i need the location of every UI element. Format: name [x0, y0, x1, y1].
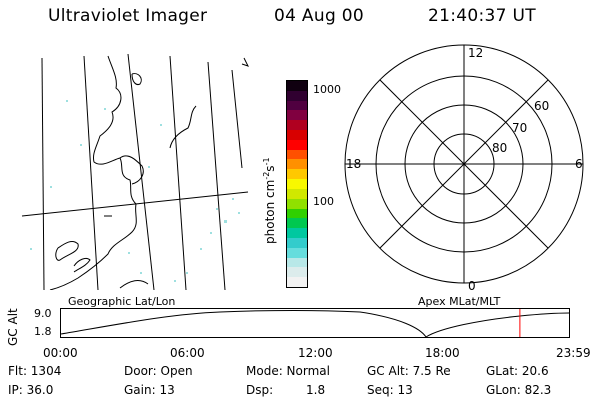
colorbar-segment [287, 120, 307, 130]
lat-label-60: 60 [534, 99, 549, 113]
timeline-xtick: 12:00 [298, 346, 333, 360]
color-scale-bar [286, 80, 308, 288]
longitude-line [83, 55, 99, 290]
timeline-xtick: 18:00 [425, 346, 460, 360]
longitude-line [169, 55, 187, 290]
coastline [119, 155, 144, 185]
colorbar-segment [287, 237, 307, 248]
longitude-line [231, 69, 243, 169]
colorbar-label-exp1: -2 [262, 171, 271, 180]
colorbar-label: photon cm-2s-1 [262, 157, 277, 244]
flight-number: Flt: 1304 [8, 364, 62, 378]
colorbar-segment [287, 149, 307, 160]
dsp-value: 1.8 [306, 383, 326, 397]
instrument-title: Ultraviolet Imager [48, 6, 208, 26]
apex-panel-label: Apex MLat/MLT [418, 295, 501, 308]
mlt-label-0: 0 [468, 279, 476, 292]
time-label: 21:40:37 UT [428, 6, 536, 26]
colorbar-segment [287, 247, 307, 258]
coastline [55, 241, 79, 261]
timeline-ylabel: GC Alt [6, 308, 20, 346]
colorbar-label-sec: s [263, 165, 277, 172]
colorbar-segment [287, 267, 307, 278]
timeline-frame [60, 308, 570, 338]
colorbar-label-unit: photon cm [263, 179, 277, 244]
colorbar-tick-100: 100 [313, 195, 334, 208]
timeline-y-top: 9.0 [34, 307, 52, 320]
geographic-panel-label: Geographic Lat/Lon [68, 295, 176, 308]
timeline-xtick: 06:00 [170, 346, 205, 360]
gc-altitude: GC Alt: 7.5 Re [367, 364, 451, 378]
colorbar-tick-1000: 1000 [313, 83, 341, 96]
colorbar-segment [287, 277, 307, 287]
colorbar-segment [287, 159, 307, 170]
dsp-label: Dsp: [246, 383, 274, 397]
aurora-specks [30, 100, 240, 282]
date-label: 04 Aug 00 [274, 6, 364, 26]
coastline [131, 73, 142, 85]
gain-value: Gain: 13 [124, 383, 175, 397]
latitude-line [21, 191, 249, 217]
colorbar-segment [287, 169, 307, 180]
lat-label-70: 70 [512, 121, 527, 135]
coastline [119, 280, 149, 289]
geographic-map [21, 53, 249, 290]
colorbar-segment [287, 90, 307, 101]
longitude-line [41, 57, 45, 290]
timeline-xtick: 23:59 [556, 346, 591, 360]
ip-value: IP: 36.0 [8, 383, 54, 397]
mlt-label-18: 18 [346, 157, 361, 171]
polar-meridian [379, 79, 549, 249]
mode-value: Mode: Normal [246, 364, 330, 378]
lat-label-80: 80 [492, 141, 507, 155]
colorbar-segment [287, 208, 307, 219]
colorbar-segment [287, 188, 307, 199]
colorbar-segment [287, 130, 307, 140]
coastline [241, 57, 249, 67]
colorbar-segment [287, 139, 307, 150]
altitude-timeline [60, 308, 570, 338]
timeline-xtick: 00:00 [43, 346, 78, 360]
colorbar-segment [287, 179, 307, 189]
timeline-y-bottom: 1.8 [34, 325, 52, 338]
colorbar-segment [287, 228, 307, 238]
colorbar-segment [287, 198, 307, 209]
polar-plot: 12 18 6 0 60 70 80 [344, 44, 584, 292]
colorbar-segment [287, 110, 307, 121]
colorbar-label-exp2: -1 [262, 157, 271, 166]
geographic-latitude: GLat: 20.6 [486, 364, 549, 378]
coastline [73, 257, 91, 273]
colorbar-segment [287, 257, 307, 268]
longitude-line [207, 61, 226, 290]
mlt-label-12: 12 [468, 46, 483, 60]
colorbar-segment [287, 100, 307, 111]
door-status: Door: Open [124, 364, 193, 378]
colorbar-segment [287, 80, 307, 91]
longitude-line [127, 53, 155, 290]
coastline [49, 55, 137, 290]
altitude-curve [60, 310, 570, 338]
colorbar-tick-mark [312, 90, 313, 91]
coastline [169, 105, 197, 149]
sequence-value: Seq: 13 [367, 383, 413, 397]
colorbar-segment [287, 218, 307, 229]
mlt-label-6: 6 [575, 157, 583, 171]
geographic-longitude: GLon: 82.3 [486, 383, 552, 397]
